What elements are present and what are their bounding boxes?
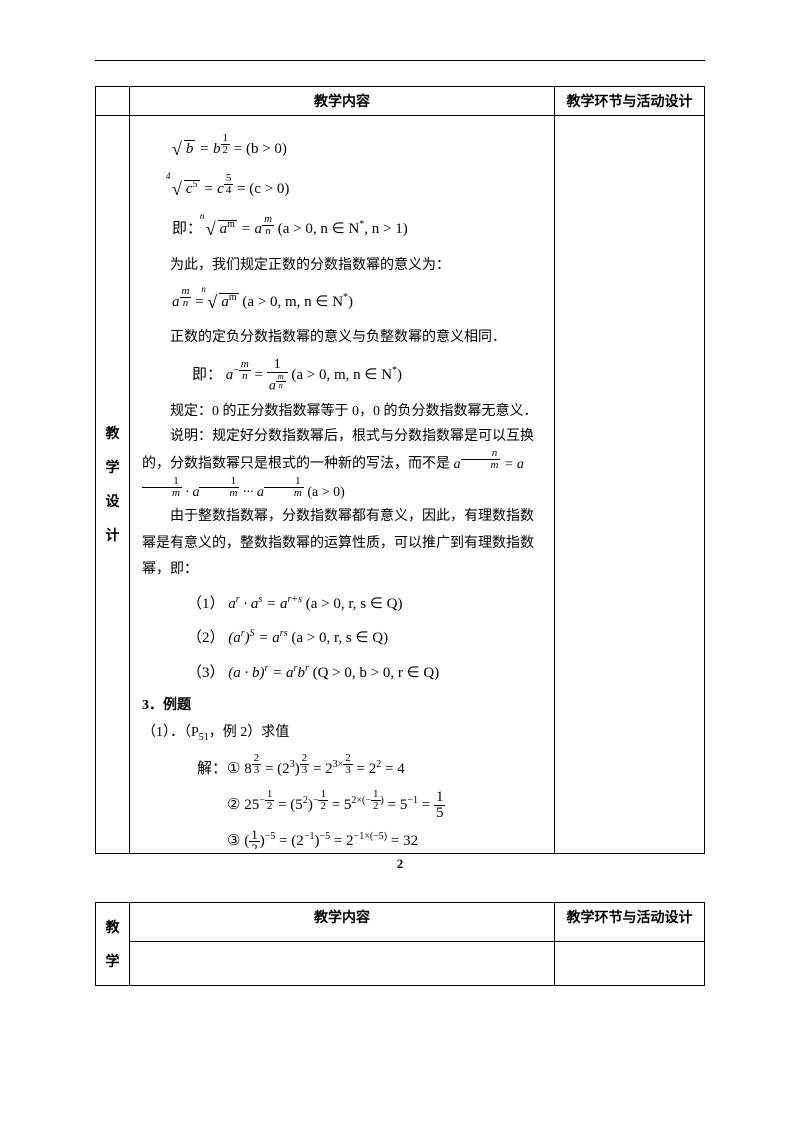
text-line-8: 说明：规定好分数指数幂后，根式与分数指数幂是可以互换的，分数指数幂只是根式的一种…	[142, 426, 542, 504]
side-char-2: 学	[100, 457, 125, 477]
header-activity: 教学环节与活动设计	[555, 87, 705, 116]
second-table: 教 学 教学内容 教学环节与活动设计	[95, 902, 705, 986]
radicand: b	[184, 140, 196, 157]
body-row-2	[96, 941, 705, 985]
body-row: 教 学 设 计 √b = b12 = (b > 0) 4√c5 = c54 = …	[96, 116, 705, 854]
text-line-7: 规定：0 的正分数指数幂等于 0，0 的负分数指数幂无意义．	[142, 399, 542, 426]
condition: = (b > 0)	[230, 141, 287, 157]
rule-3: （3） (a · b)r = arbr (Q > 0, b > 0, r ∈ Q…	[187, 659, 542, 688]
header-row-2: 教 学 教学内容 教学环节与活动设计	[96, 902, 705, 941]
content-cell-2	[130, 941, 555, 985]
side-char-3: 设	[100, 491, 125, 511]
example-1-label: （1）．（P51，例 2）求值	[142, 720, 542, 747]
solution-1: 解：① 823 = (23)23 = 23×23 = 22 = 4	[197, 753, 542, 783]
rule-1: （1） ar · as = ar+s (a > 0, r, s ∈ Q)	[187, 590, 542, 619]
equation-3: 即： n√am = amn (a > 0, n ∈ N*, n > 1)	[172, 212, 542, 246]
header-activity-2: 教学环节与活动设计	[555, 902, 705, 941]
header-blank	[96, 87, 130, 116]
equation-2: 4√c5 = c54 = (c > 0)	[172, 172, 542, 206]
equation-1: √b = b12 = (b > 0)	[172, 132, 542, 166]
activity-cell	[555, 116, 705, 854]
side-label-2: 教 学	[96, 902, 130, 985]
rule-2: （2） (ar)S = ars (a > 0, r, s ∈ Q)	[187, 624, 542, 653]
side-label: 教 学 设 计	[96, 116, 130, 854]
text-line-5: 正数的定负分数指数幂的意义与负整数幂的意义相同．	[142, 325, 542, 352]
page-number: 2	[95, 856, 705, 872]
content-cell: √b = b12 = (b > 0) 4√c5 = c54 = (c > 0) …	[130, 116, 555, 854]
side-char-4: 计	[100, 525, 125, 545]
page-container: 教学内容 教学环节与活动设计 教 学 设 计 √b = b12 = (b > 0…	[0, 0, 800, 1006]
header-content: 教学内容	[130, 87, 555, 116]
equation-4: amn = n√am (a > 0, m, n ∈ N*)	[172, 285, 542, 319]
section-3: 3．例题	[142, 693, 542, 720]
top-rule	[95, 60, 705, 61]
side-char-1: 教	[100, 423, 125, 443]
activity-cell-2	[555, 941, 705, 985]
text-line-4: 为此，我们规定正数的分数指数幂的意义为：	[142, 253, 542, 280]
surd: √	[172, 139, 182, 159]
solution-3: ③ (12)−5 = (2−1)−5 = 2−1×(−5) = 32	[227, 827, 542, 849]
header-content-2: 教学内容	[130, 902, 555, 941]
text-line-9: 由于整数指数幂，分数指数幂都有意义，因此，有理数指数幂是有意义的，整数指数幂的运…	[142, 504, 542, 584]
header-row: 教学内容 教学环节与活动设计	[96, 87, 705, 116]
main-table: 教学内容 教学环节与活动设计 教 学 设 计 √b = b12 = (b > 0…	[95, 86, 705, 854]
equation-5: 即： a−mn = 1amn (a > 0, m, n ∈ N*)	[192, 358, 542, 393]
solution-2: ② 25−12 = (52)−12 = 52×(−12) = 5−1 = 15	[227, 789, 542, 821]
eq-rhs: = b	[195, 141, 220, 157]
